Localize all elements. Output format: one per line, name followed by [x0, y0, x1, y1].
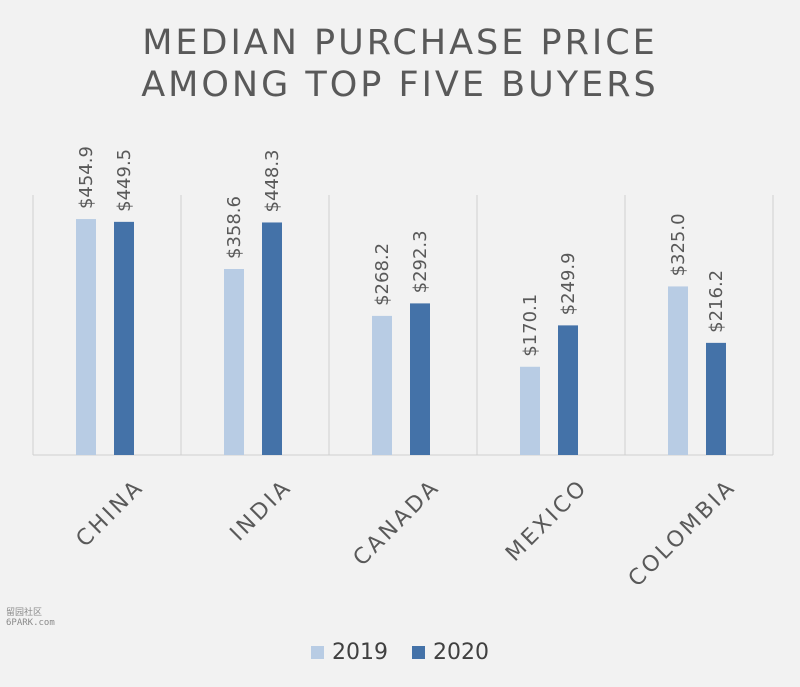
category-label-mexico: MEXICO — [501, 475, 593, 567]
bar-china-2019 — [76, 219, 96, 455]
bar-mexico-2019 — [520, 366, 540, 455]
data-label-colombia-2019: $325.0 — [668, 213, 689, 276]
data-label-india-2019: $358.6 — [224, 196, 245, 259]
category-label-china: CHINA — [72, 475, 150, 553]
legend-label-2020: 2020 — [433, 640, 489, 665]
legend-item-2019: 2019 — [311, 640, 388, 665]
legend-item-2020: 2020 — [412, 640, 489, 665]
data-label-mexico-2019: $170.1 — [520, 294, 541, 357]
watermark-chinese: 留园社区 — [6, 608, 43, 618]
category-label-colombia: COLOMBIA — [624, 475, 741, 592]
bar-canada-2020 — [410, 303, 430, 455]
watermark: 留园社区 6PARK.com — [6, 608, 55, 628]
legend-swatch-2020 — [412, 646, 425, 659]
data-label-colombia-2020: $216.2 — [706, 270, 727, 333]
data-label-india-2020: $448.3 — [262, 149, 283, 212]
data-label-canada-2019: $268.2 — [372, 243, 393, 306]
legend-swatch-2019 — [311, 646, 324, 659]
data-label-china-2020: $449.5 — [114, 149, 135, 212]
category-label-canada: CANADA — [349, 475, 446, 572]
data-label-china-2019: $454.9 — [76, 146, 97, 209]
chart-title-line-2: AMONG TOP FIVE BUYERS — [141, 65, 659, 105]
category-label-india: INDIA — [226, 475, 298, 547]
legend-label-2019: 2019 — [332, 640, 388, 665]
bar-mexico-2020 — [558, 325, 578, 455]
chart-title-line-1: MEDIAN PURCHASE PRICE — [142, 23, 658, 63]
data-label-canada-2020: $292.3 — [410, 230, 431, 293]
bar-india-2020 — [262, 222, 282, 455]
watermark-site: 6PARK.com — [6, 618, 55, 628]
data-label-mexico-2020: $249.9 — [558, 252, 579, 315]
chart-legend: 2019 2020 — [0, 640, 800, 665]
bar-colombia-2020 — [706, 342, 726, 455]
bar-india-2019 — [224, 269, 244, 455]
bar-canada-2019 — [372, 315, 392, 455]
chart-title: MEDIAN PURCHASE PRICE AMONG TOP FIVE BUY… — [0, 22, 800, 106]
bar-china-2020 — [114, 221, 134, 455]
bar-colombia-2019 — [668, 286, 688, 455]
